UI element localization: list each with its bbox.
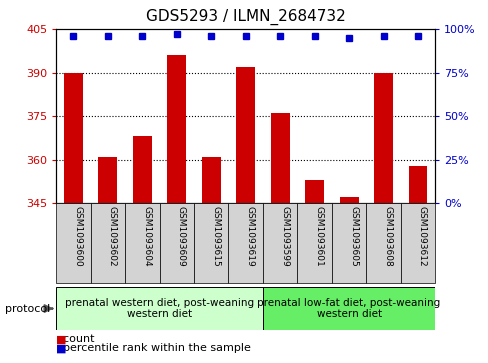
Bar — [167, 55, 186, 203]
Text: GSM1093602: GSM1093602 — [108, 206, 117, 266]
Bar — [56, 287, 263, 330]
Bar — [305, 180, 324, 203]
Bar — [98, 157, 117, 203]
Bar — [159, 203, 194, 283]
Bar — [228, 203, 263, 283]
Title: GDS5293 / ILMN_2684732: GDS5293 / ILMN_2684732 — [145, 9, 345, 25]
Bar — [125, 203, 159, 283]
Text: ■: ■ — [56, 334, 66, 344]
Bar — [263, 287, 434, 330]
Bar — [64, 73, 83, 203]
Bar — [202, 157, 220, 203]
Bar — [90, 203, 125, 283]
Bar — [366, 203, 400, 283]
Text: GSM1093608: GSM1093608 — [383, 206, 392, 266]
Text: GSM1093609: GSM1093609 — [177, 206, 185, 266]
Text: prenatal western diet, post-weaning
western diet: prenatal western diet, post-weaning west… — [65, 298, 254, 319]
Text: GSM1093600: GSM1093600 — [73, 206, 82, 266]
Text: GSM1093619: GSM1093619 — [245, 206, 254, 266]
Text: GSM1093601: GSM1093601 — [314, 206, 323, 266]
Bar — [407, 166, 427, 203]
Text: GSM1093615: GSM1093615 — [211, 206, 220, 266]
Text: prenatal low-fat diet, post-weaning
western diet: prenatal low-fat diet, post-weaning west… — [257, 298, 440, 319]
Bar — [133, 136, 152, 203]
Bar — [236, 67, 255, 203]
Bar — [373, 73, 392, 203]
Text: GSM1093605: GSM1093605 — [348, 206, 357, 266]
Bar — [194, 203, 228, 283]
Bar — [263, 203, 297, 283]
Bar — [56, 203, 90, 283]
Bar — [297, 203, 331, 283]
Text: GSM1093604: GSM1093604 — [142, 206, 151, 266]
Text: count: count — [56, 334, 95, 344]
Text: GSM1093612: GSM1093612 — [417, 206, 426, 266]
Bar — [331, 203, 366, 283]
Text: protocol: protocol — [5, 304, 50, 314]
Bar — [270, 113, 289, 203]
Text: GSM1093599: GSM1093599 — [280, 206, 288, 266]
Bar — [400, 203, 434, 283]
Text: percentile rank within the sample: percentile rank within the sample — [56, 343, 251, 354]
Bar — [339, 197, 358, 203]
Text: ■: ■ — [56, 343, 66, 354]
